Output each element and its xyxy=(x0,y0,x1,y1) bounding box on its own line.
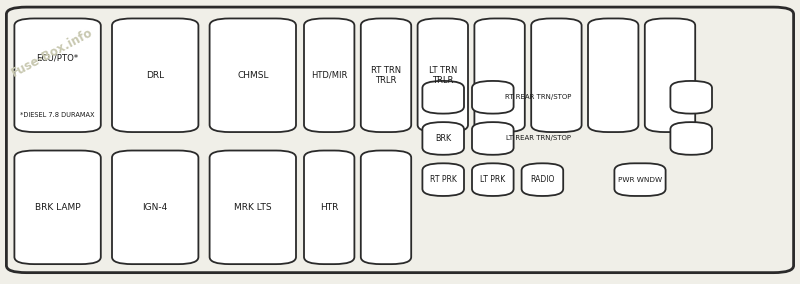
Text: Fuse-Box.info: Fuse-Box.info xyxy=(9,26,95,80)
FancyBboxPatch shape xyxy=(361,151,411,264)
FancyBboxPatch shape xyxy=(418,18,468,132)
FancyBboxPatch shape xyxy=(6,7,794,273)
Text: LT REAR TRN/STOP: LT REAR TRN/STOP xyxy=(506,135,571,141)
FancyBboxPatch shape xyxy=(304,18,354,132)
FancyBboxPatch shape xyxy=(422,81,464,114)
Text: BRK: BRK xyxy=(435,134,451,143)
FancyBboxPatch shape xyxy=(472,122,514,155)
FancyBboxPatch shape xyxy=(645,18,695,132)
Text: IGN-4: IGN-4 xyxy=(142,203,168,212)
FancyBboxPatch shape xyxy=(112,18,198,132)
FancyBboxPatch shape xyxy=(422,122,464,155)
FancyBboxPatch shape xyxy=(14,151,101,264)
FancyBboxPatch shape xyxy=(472,81,514,114)
FancyBboxPatch shape xyxy=(210,151,296,264)
FancyBboxPatch shape xyxy=(522,163,563,196)
Text: RT TRN
TRLR: RT TRN TRLR xyxy=(371,66,401,85)
FancyBboxPatch shape xyxy=(361,18,411,132)
FancyBboxPatch shape xyxy=(531,18,582,132)
FancyBboxPatch shape xyxy=(588,18,638,132)
FancyBboxPatch shape xyxy=(304,151,354,264)
Text: PWR WNDW: PWR WNDW xyxy=(618,177,662,183)
Text: RT REAR TRN/STOP: RT REAR TRN/STOP xyxy=(505,94,571,100)
Text: MRK LTS: MRK LTS xyxy=(234,203,272,212)
FancyBboxPatch shape xyxy=(14,18,101,132)
Text: LT PRK: LT PRK xyxy=(480,175,506,184)
Text: HTD/MIR: HTD/MIR xyxy=(311,71,347,80)
Text: LT TRN
TRLR: LT TRN TRLR xyxy=(429,66,457,85)
Text: BRK LAMP: BRK LAMP xyxy=(34,203,81,212)
FancyBboxPatch shape xyxy=(670,122,712,155)
Text: RADIO: RADIO xyxy=(530,175,554,184)
FancyBboxPatch shape xyxy=(422,163,464,196)
Text: RT PRK: RT PRK xyxy=(430,175,457,184)
Text: CHMSL: CHMSL xyxy=(237,71,269,80)
Text: DRL: DRL xyxy=(146,71,164,80)
FancyBboxPatch shape xyxy=(210,18,296,132)
FancyBboxPatch shape xyxy=(670,81,712,114)
FancyBboxPatch shape xyxy=(112,151,198,264)
FancyBboxPatch shape xyxy=(472,163,514,196)
Text: HTR: HTR xyxy=(320,203,338,212)
Text: *DIESEL 7.8 DURAMAX: *DIESEL 7.8 DURAMAX xyxy=(20,112,95,118)
FancyBboxPatch shape xyxy=(614,163,666,196)
Text: ECU/PTO*: ECU/PTO* xyxy=(37,54,78,63)
FancyBboxPatch shape xyxy=(474,18,525,132)
